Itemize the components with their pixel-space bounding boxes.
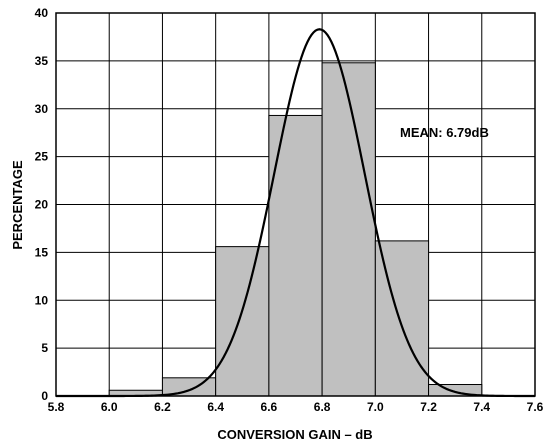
histogram-bar — [215, 246, 270, 397]
x-tick-label: 7.0 — [367, 400, 384, 414]
y-tick-label: 5 — [41, 341, 48, 355]
y-tick-label: 35 — [35, 54, 49, 68]
y-tick-labels: 0 5 10 15 20 25 30 35 40 — [35, 6, 49, 403]
x-tick-label: 6.8 — [314, 400, 331, 414]
x-tick-label: 7.4 — [473, 400, 490, 414]
x-tick-label: 7.2 — [420, 400, 437, 414]
mean-annotation: MEAN: 6.79dB — [400, 125, 489, 140]
histogram-bar — [268, 114, 323, 397]
x-tick-label: 5.8 — [48, 400, 65, 414]
y-axis-title: PERCENTAGE — [10, 160, 25, 250]
plot-frame — [55, 12, 536, 397]
y-tick-label: 15 — [35, 245, 49, 259]
histogram-bar — [321, 62, 376, 397]
x-tick-label: 6.0 — [101, 400, 118, 414]
y-tick-label: 20 — [35, 198, 49, 212]
histogram-bar — [161, 377, 217, 397]
x-tick-labels: 5.8 6.0 6.2 6.4 6.6 6.8 7.0 7.2 7.4 7.6 — [48, 400, 544, 414]
y-tick-label: 30 — [35, 102, 49, 116]
x-tick-label: 7.6 — [527, 400, 544, 414]
x-tick-label: 6.6 — [261, 400, 278, 414]
histogram-bars — [108, 62, 483, 397]
y-tick-label: 40 — [35, 6, 49, 20]
y-tick-label: 0 — [41, 389, 48, 403]
y-tick-label: 10 — [35, 293, 49, 307]
x-tick-label: 6.4 — [207, 400, 224, 414]
y-tick-label: 25 — [35, 150, 49, 164]
x-axis-title: CONVERSION GAIN – dB — [217, 427, 372, 442]
x-tick-label: 6.2 — [154, 400, 171, 414]
